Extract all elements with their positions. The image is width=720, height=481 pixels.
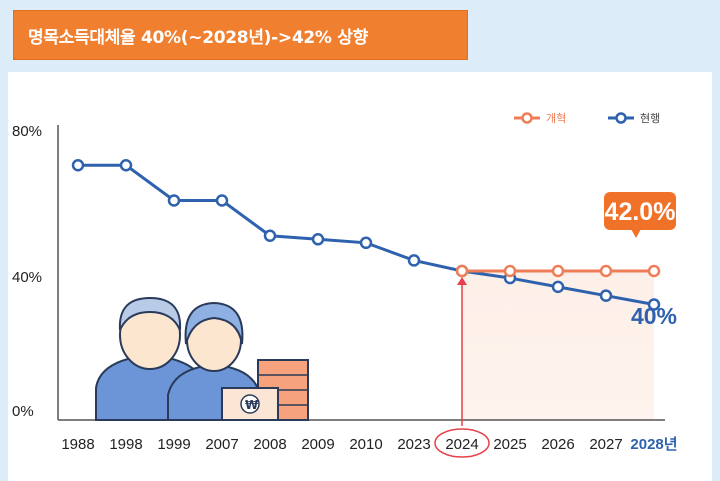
x-tick-label-2024: 2024: [445, 436, 478, 453]
current-end-value: 40%: [631, 303, 677, 329]
x-tick-label-2028년: 2028년: [630, 436, 677, 453]
x-tick-label-2025: 2025: [493, 436, 526, 453]
data-point-current-2028년: [647, 298, 661, 311]
banner-title: 명목소득대체율 40%(~2028년)->42% 상향: [28, 27, 368, 48]
y-tick-label-40: 40%: [12, 269, 42, 286]
x-tick-label-2007: 2007: [205, 436, 238, 453]
legend-current-marker: [615, 112, 627, 124]
won-coin-icon: [240, 394, 260, 414]
data-point-reform-2027: [599, 264, 613, 278]
data-point-current-1998: [119, 159, 133, 172]
data-point-reform-2024: [455, 264, 469, 278]
x-tick-layer: 1988 1998 1999 2007 2008 2009 2010 2023 2024 2025…: [61, 436, 677, 453]
x-tick-label-2027: 2027: [589, 436, 622, 453]
callout-pointer: [631, 229, 641, 238]
data-point-current-2007: [215, 194, 229, 207]
x-tick-label-1998: 1998: [109, 436, 142, 453]
x-tick-label-2008: 2008: [253, 436, 286, 453]
data-point-current-1988: [71, 159, 85, 172]
man-hair: [118, 296, 182, 331]
legend-reform-marker: [521, 112, 533, 124]
reform-end-value: 42.0%: [605, 198, 676, 226]
data-point-current-2010: [359, 236, 373, 250]
x-tick-label-2023: 2023: [397, 436, 430, 453]
legend: 개혁 현행: [514, 112, 660, 125]
x-tick-label-1999: 1999: [157, 436, 190, 453]
data-point-current-2023: [407, 254, 421, 267]
y-tick-label-0: 0%: [12, 403, 34, 420]
won-symbol-icon: ₩: [245, 398, 259, 412]
legend-reform-label: 개혁: [546, 112, 566, 125]
reform-end-callout: 42.0%: [604, 192, 676, 238]
data-point-reform-2026: [551, 264, 565, 278]
data-point-current-2009: [311, 233, 325, 246]
highlight-2024-ellipse: [434, 428, 490, 458]
data-point-reform-2028년: [647, 264, 661, 278]
title-banner: 명목소득대체율 40%(~2028년)->42% 상향: [13, 10, 468, 60]
data-point-current-1999: [167, 194, 181, 207]
callout-box: [604, 192, 676, 230]
woman-hair: [184, 301, 244, 345]
x-tick-label-1988: 1988: [61, 436, 94, 453]
y-tick-label-80: 80%: [12, 123, 42, 140]
x-tick-label-2009: 2009: [301, 436, 334, 453]
elderly-couple-illustration: ₩: [95, 296, 309, 421]
data-point-reform-2025: [503, 264, 517, 278]
data-point-current-2026: [551, 280, 565, 294]
legend-current-label: 현행: [640, 112, 660, 125]
x-tick-label-2026: 2026: [541, 436, 574, 453]
series-layer: [71, 159, 661, 311]
data-point-current-2008: [263, 229, 277, 242]
reform-period-shade: [462, 271, 654, 420]
x-tick-label-2010: 2010: [349, 436, 382, 453]
highlight-arrow-head: [457, 277, 467, 285]
data-point-current-2027: [599, 289, 613, 302]
